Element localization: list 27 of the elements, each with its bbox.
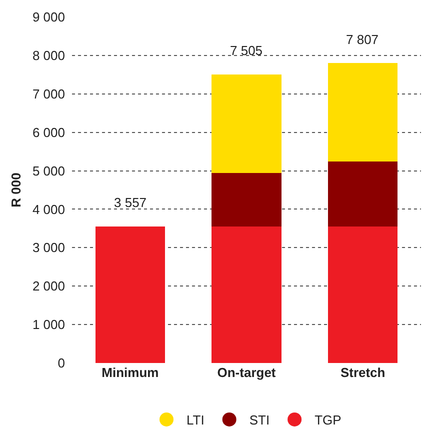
y-tick-label: 9 000: [32, 10, 65, 25]
y-tick-label: 3 000: [32, 240, 65, 256]
y-tick-label: 5 000: [32, 163, 65, 178]
bar: [328, 62, 398, 162]
bar: [328, 162, 398, 226]
bar: [212, 173, 282, 226]
total-label: 3 557: [114, 195, 147, 210]
x-tick-label: Minimum: [102, 365, 159, 380]
y-tick-label: 0: [58, 356, 65, 371]
bar: [328, 226, 398, 363]
total-label: 7 505: [230, 43, 263, 58]
bar: [95, 226, 166, 363]
x-tick-label: Stretch: [340, 365, 386, 380]
y-tick-label: 2 000: [32, 278, 65, 294]
legend-label: STI: [249, 412, 270, 428]
y-tick-label: 1 000: [32, 317, 65, 332]
x-tick-label: On-target: [217, 365, 276, 380]
y-tick-label: 8 000: [32, 48, 65, 63]
y-tick-label: 4 000: [32, 202, 65, 217]
bar: [212, 74, 282, 174]
y-tick-label: 6 000: [32, 124, 65, 140]
bar: [212, 226, 282, 363]
total-label: 7 807: [346, 32, 379, 47]
y-axis-title: R 000: [8, 172, 24, 208]
y-tick-label: 7 000: [32, 86, 65, 102]
legend-label: TGP: [314, 412, 342, 428]
legend-label: LTI: [186, 412, 204, 428]
